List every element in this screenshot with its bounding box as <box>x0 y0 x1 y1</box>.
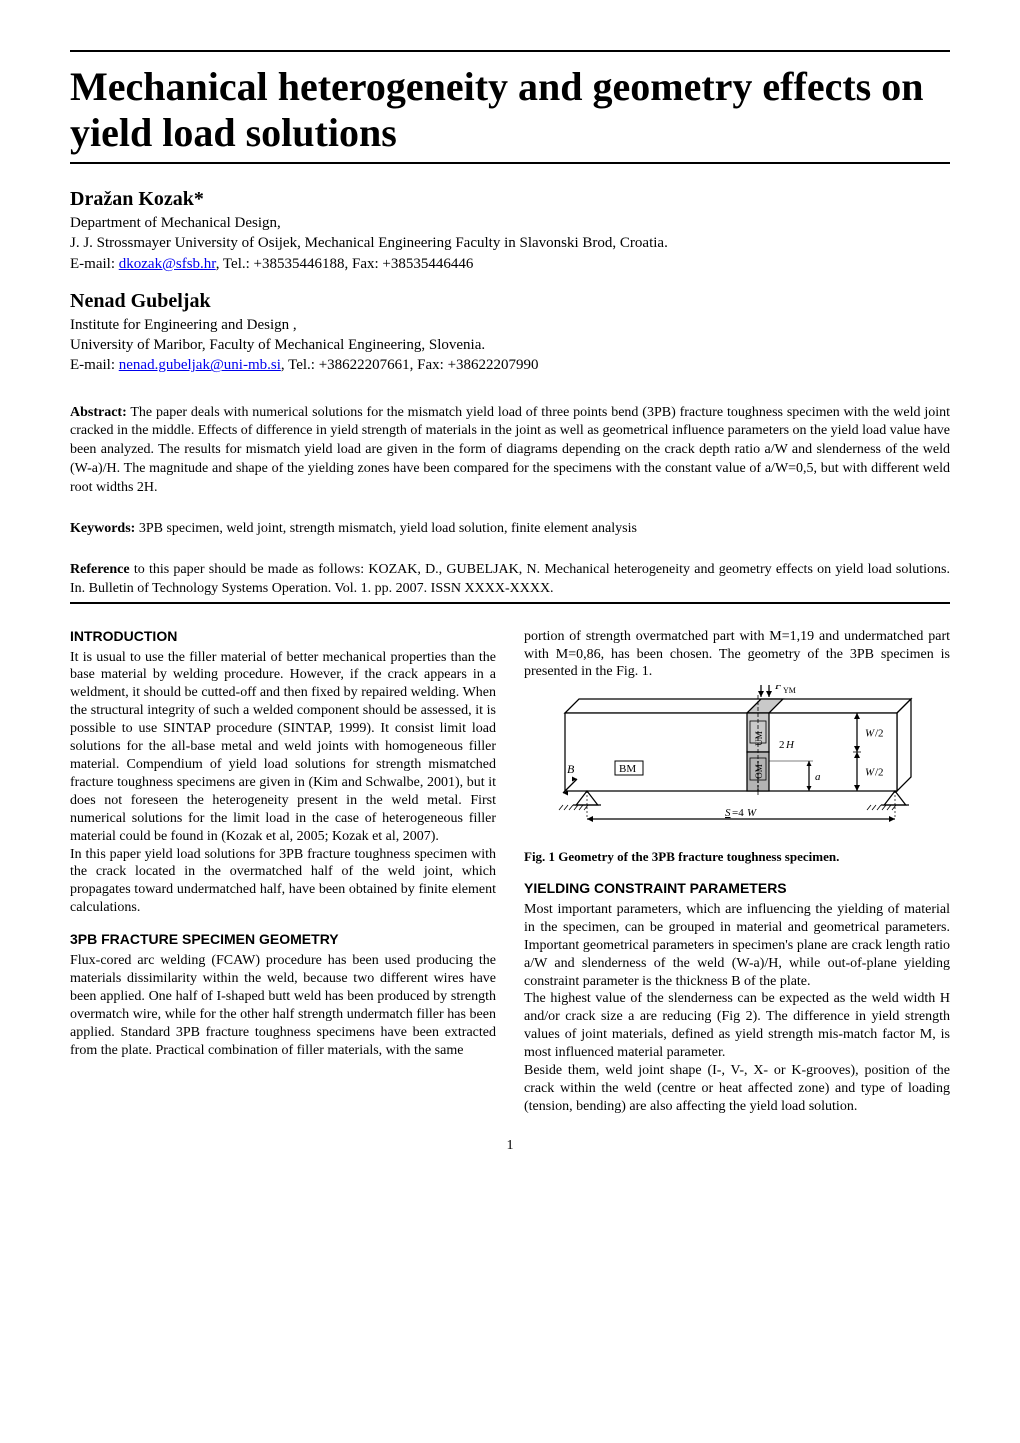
geometry-para: Flux-cored arc welding (FCAW) procedure … <box>70 952 496 1059</box>
keywords-label: Keywords: <box>70 521 135 536</box>
geometry-heading: 3PB FRACTURE SPECIMEN GEOMETRY <box>70 931 496 949</box>
two-column-body: INTRODUCTION It is usual to use the fill… <box>70 628 950 1116</box>
svg-text:S: S <box>725 807 731 819</box>
svg-text:H: H <box>785 739 795 751</box>
author-email-link-1[interactable]: dkozak@sfsb.hr <box>119 256 216 272</box>
title-rule <box>70 162 950 164</box>
abstract-label: Abstract: <box>70 405 127 420</box>
contact-suffix-2: , Tel.: +38622207661, Fax: +38622207990 <box>281 357 539 373</box>
left-column: INTRODUCTION It is usual to use the fill… <box>70 628 496 1116</box>
author-contact-2: E-mail: nenad.gubeljak@uni-mb.si, Tel.: … <box>70 355 950 375</box>
yc-para-2: The highest value of the slenderness can… <box>524 990 950 1062</box>
figure-1-caption: Fig. 1 Geometry of the 3PB fracture toug… <box>524 849 950 866</box>
author-block-1: Dražan Kozak* Department of Mechanical D… <box>70 188 950 274</box>
reference-label: Reference <box>70 562 130 577</box>
svg-text:UM: UM <box>754 732 764 747</box>
yc-para-1: Most important parameters, which are inf… <box>524 901 950 991</box>
svg-text:W: W <box>865 728 875 740</box>
intro-para-2: In this paper yield load solutions for 3… <box>70 846 496 918</box>
reference-text: to this paper should be made as follows:… <box>70 562 950 596</box>
figure-1-diagram: FYMBMUMOMB2HW/2W/2aS=4W <box>547 685 927 845</box>
svg-text:BM: BM <box>619 763 636 775</box>
author-name-2: Nenad Gubeljak <box>70 290 950 313</box>
reference-rule <box>70 602 950 604</box>
figure-1: FYMBMUMOMB2HW/2W/2aS=4W Fig. 1 Geometry … <box>524 685 950 866</box>
svg-text:a: a <box>815 771 821 783</box>
yc-para-3: Beside them, weld joint shape (I-, V-, X… <box>524 1062 950 1116</box>
svg-text:YM: YM <box>783 686 796 695</box>
author-email-link-2[interactable]: nenad.gubeljak@uni-mb.si <box>119 357 281 373</box>
svg-text:F: F <box>774 685 783 692</box>
right-column: portion of strength overmatched part wit… <box>524 628 950 1116</box>
reference-section: Reference to this paper should be made a… <box>70 561 950 599</box>
author-affil-1a: Department of Mechanical Design, <box>70 213 950 233</box>
author-contact-1: E-mail: dkozak@sfsb.hr, Tel.: +385354461… <box>70 254 950 274</box>
yc-heading: YIELDING CONSTRAINT PARAMETERS <box>524 880 950 898</box>
top-continuation-para: portion of strength overmatched part wit… <box>524 628 950 682</box>
svg-text:/2: /2 <box>875 767 884 779</box>
svg-text:W: W <box>865 767 875 779</box>
email-prefix-2: E-mail: <box>70 357 119 373</box>
intro-heading: INTRODUCTION <box>70 628 496 646</box>
abstract-section: Abstract: The paper deals with numerical… <box>70 404 950 498</box>
svg-text:OM: OM <box>754 765 764 780</box>
author-name-1: Dražan Kozak* <box>70 188 950 211</box>
svg-text:2: 2 <box>779 739 785 751</box>
author-affil-2b: University of Maribor, Faculty of Mechan… <box>70 335 950 355</box>
svg-text:W: W <box>747 807 757 819</box>
contact-suffix-1: , Tel.: +38535446188, Fax: +38535446446 <box>216 256 474 272</box>
keywords-section: Keywords: 3PB specimen, weld joint, stre… <box>70 520 950 539</box>
author-affil-1b: J. J. Strossmayer University of Osijek, … <box>70 233 950 253</box>
paper-title: Mechanical heterogeneity and geometry ef… <box>70 64 950 156</box>
page-number: 1 <box>70 1138 950 1154</box>
svg-text:=4: =4 <box>732 807 744 819</box>
abstract-text: The paper deals with numerical solutions… <box>70 405 950 496</box>
svg-text:B: B <box>567 762 575 776</box>
intro-para-1: It is usual to use the filler material o… <box>70 649 496 846</box>
author-affil-2a: Institute for Engineering and Design , <box>70 315 950 335</box>
author-block-2: Nenad Gubeljak Institute for Engineering… <box>70 290 950 376</box>
email-prefix-1: E-mail: <box>70 256 119 272</box>
keywords-text: 3PB specimen, weld joint, strength misma… <box>135 521 637 536</box>
svg-text:/2: /2 <box>875 728 884 740</box>
top-rule <box>70 50 950 52</box>
